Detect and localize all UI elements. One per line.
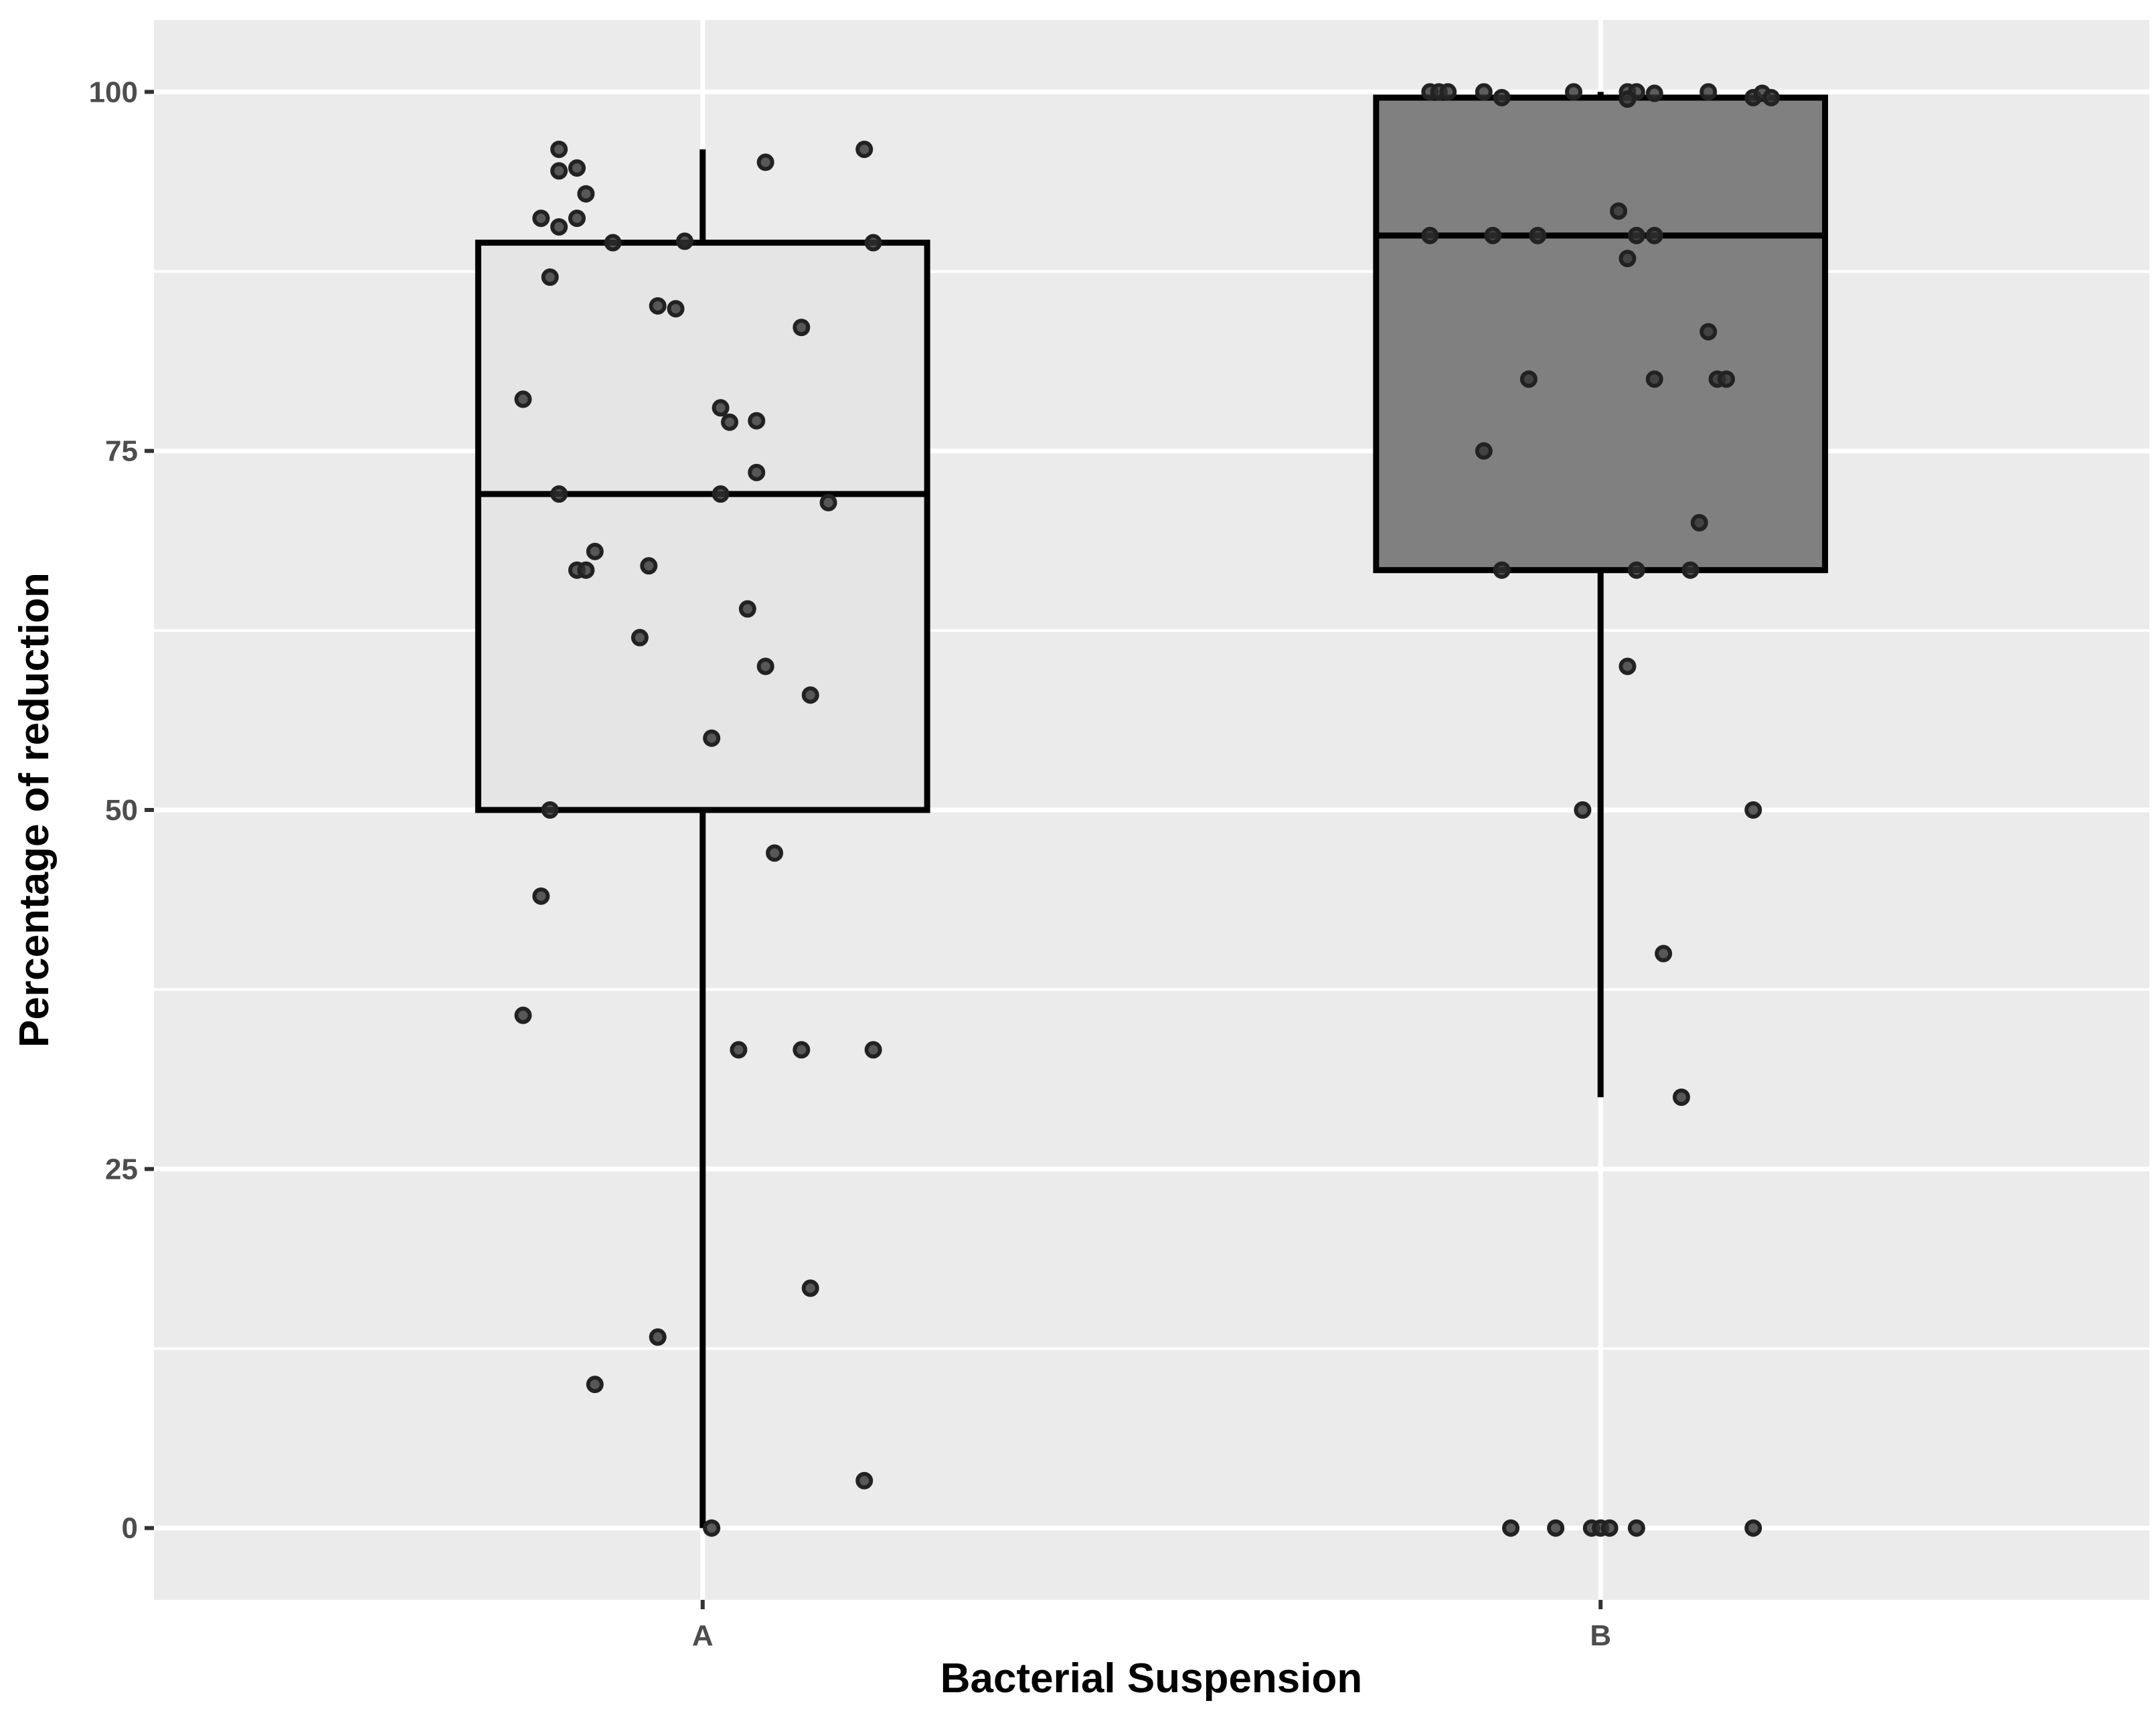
data-point bbox=[793, 1041, 811, 1059]
y-axis: 0 25 50 75 100 bbox=[89, 76, 154, 1545]
data-point bbox=[793, 319, 811, 337]
data-point bbox=[514, 390, 532, 408]
data-point bbox=[604, 234, 622, 252]
data-point bbox=[532, 210, 550, 228]
data-point bbox=[1484, 226, 1502, 244]
data-point bbox=[649, 1328, 667, 1346]
data-point bbox=[550, 141, 568, 159]
data-point bbox=[1574, 801, 1592, 819]
data-point bbox=[1672, 1088, 1690, 1107]
data-point bbox=[801, 1279, 819, 1297]
data-point bbox=[1529, 226, 1547, 244]
data-point bbox=[1619, 250, 1637, 268]
data-point bbox=[738, 600, 756, 618]
data-point bbox=[541, 268, 559, 287]
boxes bbox=[475, 92, 1829, 1528]
data-point bbox=[1610, 202, 1628, 220]
x-tick-label: B bbox=[1590, 1619, 1611, 1652]
box-body bbox=[475, 240, 930, 813]
data-point bbox=[730, 1041, 748, 1059]
data-point bbox=[855, 141, 874, 159]
y-tick-label: 50 bbox=[105, 794, 138, 827]
data-point bbox=[1699, 323, 1718, 341]
data-point bbox=[1627, 561, 1645, 579]
data-point bbox=[1475, 442, 1493, 460]
data-point bbox=[1627, 1519, 1645, 1537]
y-tick-label: 0 bbox=[122, 1512, 138, 1545]
data-point bbox=[712, 485, 730, 503]
data-point bbox=[756, 153, 774, 171]
data-point bbox=[1645, 226, 1663, 244]
data-point bbox=[1744, 801, 1762, 819]
data-point bbox=[1547, 1519, 1565, 1537]
data-point bbox=[748, 412, 766, 430]
data-point bbox=[667, 300, 685, 318]
data-point bbox=[712, 399, 730, 417]
y-tick-label: 25 bbox=[105, 1153, 138, 1186]
data-point bbox=[703, 729, 721, 747]
data-point bbox=[649, 297, 667, 315]
data-point bbox=[586, 1376, 604, 1394]
data-point bbox=[541, 801, 559, 819]
data-point bbox=[819, 493, 837, 511]
data-point bbox=[1421, 226, 1439, 244]
data-point bbox=[1645, 84, 1663, 102]
data-point bbox=[550, 218, 568, 236]
data-point bbox=[1718, 370, 1736, 388]
data-point bbox=[514, 1006, 532, 1024]
data-point bbox=[1564, 83, 1582, 101]
data-point bbox=[721, 413, 739, 431]
data-point bbox=[1619, 657, 1637, 675]
x-axis-title: Bacterial Suspension bbox=[940, 1655, 1363, 1702]
data-point bbox=[1699, 83, 1718, 101]
data-point bbox=[631, 629, 649, 647]
data-point bbox=[766, 844, 784, 862]
data-point bbox=[1493, 88, 1511, 106]
y-tick-label: 75 bbox=[105, 435, 138, 468]
data-point bbox=[855, 1471, 874, 1489]
data-point bbox=[568, 159, 586, 177]
data-point bbox=[577, 561, 595, 579]
y-tick-label: 100 bbox=[89, 76, 138, 108]
data-point bbox=[1762, 88, 1780, 106]
data-point bbox=[1690, 513, 1708, 532]
data-point bbox=[1493, 561, 1511, 579]
data-point bbox=[1627, 226, 1645, 244]
data-point bbox=[756, 657, 774, 675]
x-tick-label: A bbox=[692, 1619, 714, 1652]
data-point bbox=[864, 1041, 882, 1059]
data-point bbox=[864, 234, 882, 252]
box-B bbox=[1373, 92, 1829, 1098]
data-point bbox=[550, 162, 568, 180]
data-point bbox=[568, 210, 586, 228]
data-point bbox=[640, 557, 658, 575]
data-point bbox=[801, 686, 819, 704]
data-point bbox=[675, 232, 693, 250]
box-body bbox=[1373, 94, 1829, 574]
data-point bbox=[703, 1519, 721, 1537]
data-point bbox=[1744, 1519, 1762, 1537]
data-point bbox=[1502, 1519, 1520, 1537]
data-point bbox=[532, 887, 550, 905]
data-point bbox=[586, 542, 604, 560]
data-point bbox=[1681, 561, 1699, 579]
data-point bbox=[1619, 90, 1637, 108]
data-point bbox=[577, 185, 595, 203]
data-point bbox=[1519, 370, 1538, 388]
data-point bbox=[748, 463, 766, 481]
data-point bbox=[1439, 83, 1457, 101]
data-point bbox=[1645, 370, 1663, 388]
box-A bbox=[475, 149, 930, 1528]
data-point bbox=[1475, 83, 1493, 101]
data-point bbox=[1655, 945, 1673, 963]
y-axis-title: Percentage of reduction bbox=[11, 572, 58, 1048]
data-point bbox=[550, 485, 568, 503]
data-point bbox=[1600, 1519, 1619, 1537]
jitter-points bbox=[514, 83, 1780, 1537]
